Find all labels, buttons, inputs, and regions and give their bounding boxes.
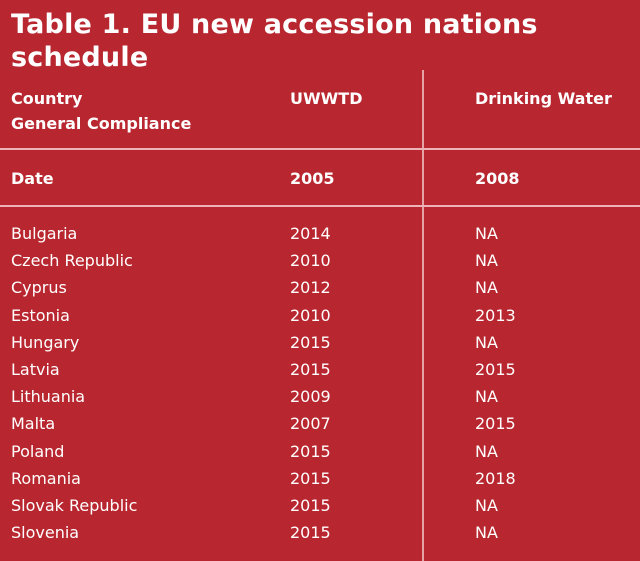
country-cell: Latvia [11,359,60,379]
table-title: Table 1. EU new accession nations schedu… [11,9,538,73]
table-row: Malta 2007 2015 [0,410,640,437]
uwwtd-cell: 2007 [290,414,331,434]
country-cell: Slovak Republic [11,495,138,515]
table-row: Slovak Republic 2015 NA [0,492,640,519]
column-divider [422,70,424,561]
column-header-general-compliance: General Compliance [11,114,192,133]
column-header-uwwtd: UWWTD [290,89,363,108]
column-header-drinking-water: Drinking Water [475,89,612,108]
table-row: Romania 2015 2018 [0,465,640,492]
drinking-water-cell: NA [475,441,498,461]
uwwtd-cell: 2014 [290,224,331,243]
country-cell: Bulgaria [11,224,78,243]
date-rule [0,205,640,207]
drinking-water-cell: 2013 [475,305,516,325]
table-row: Latvia 2015 2015 [0,356,640,383]
column-header-country: Country [11,89,83,108]
country-cell: Cyprus [11,278,67,298]
country-cell: Estonia [11,305,70,325]
drinking-water-cell: NA [475,523,498,543]
uwwtd-cell: 2015 [290,495,331,515]
drinking-water-cell: NA [475,224,498,243]
uwwtd-cell: 2010 [290,305,331,325]
table-row: Bulgaria 2014 NA [0,220,640,247]
uwwtd-cell: 2015 [290,468,331,488]
uwwtd-cell: 2015 [290,332,331,352]
date-label: Date [11,169,54,188]
country-cell: Romania [11,468,81,488]
country-cell: Poland [11,441,65,461]
uwwtd-cell: 2012 [290,278,331,298]
table-row: Cyprus 2012 NA [0,274,640,301]
date-uwwtd: 2005 [290,169,335,188]
country-cell: Lithuania [11,387,86,407]
country-cell: Slovenia [11,523,80,543]
drinking-water-cell: NA [475,332,498,352]
table-row: Slovenia 2015 NA [0,519,640,546]
uwwtd-cell: 2015 [290,441,331,461]
drinking-water-cell: 2018 [475,468,516,488]
header-rule [0,148,640,150]
drinking-water-cell: NA [475,278,498,298]
table-row: Czech Republic 2010 NA [0,247,640,274]
date-drinking-water: 2008 [475,169,520,188]
country-cell: Czech Republic [11,251,133,271]
table-body: Bulgaria 2014 NA Czech Republic 2010 NA … [0,220,640,546]
uwwtd-cell: 2009 [290,387,331,407]
table-row: Hungary 2015 NA [0,329,640,356]
country-cell: Hungary [11,332,80,352]
drinking-water-cell: NA [475,251,498,271]
table-row: Poland 2015 NA [0,438,640,465]
country-cell: Malta [11,414,56,434]
drinking-water-cell: NA [475,495,498,515]
table-row: Lithuania 2009 NA [0,383,640,410]
uwwtd-cell: 2015 [290,359,331,379]
drinking-water-cell: 2015 [475,414,516,434]
drinking-water-cell: NA [475,387,498,407]
uwwtd-cell: 2010 [290,251,331,271]
drinking-water-cell: 2015 [475,359,516,379]
uwwtd-cell: 2015 [290,523,331,543]
table-row: Estonia 2010 2013 [0,302,640,329]
